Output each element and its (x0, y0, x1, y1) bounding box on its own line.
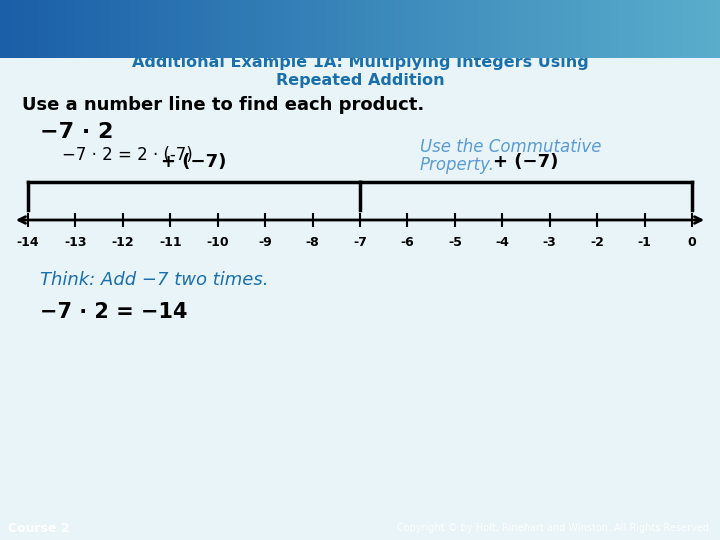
Text: -7: -7 (353, 236, 367, 249)
Text: -14: -14 (17, 236, 40, 249)
Text: + (−7): + (−7) (493, 153, 559, 171)
Text: Repeated Addition: Repeated Addition (276, 72, 444, 87)
Text: Think: Add −7 two times.: Think: Add −7 two times. (40, 271, 269, 289)
Circle shape (15, 7, 59, 51)
Text: −7 · 2 = 2 · (-7): −7 · 2 = 2 · (-7) (62, 146, 193, 164)
Text: 2-4: 2-4 (18, 19, 56, 39)
Text: Additional Example 1A: Multiplying Integers Using: Additional Example 1A: Multiplying Integ… (132, 55, 588, 70)
Text: -11: -11 (159, 236, 181, 249)
Text: + (−7): + (−7) (161, 153, 227, 171)
Text: -9: -9 (258, 236, 272, 249)
Text: Multiplying and Dividing Integers: Multiplying and Dividing Integers (68, 17, 541, 41)
Text: Use a number line to find each product.: Use a number line to find each product. (22, 96, 424, 114)
Text: -1: -1 (638, 236, 652, 249)
Text: 0: 0 (688, 236, 696, 249)
Text: Property.: Property. (420, 156, 495, 174)
Text: -10: -10 (207, 236, 229, 249)
Text: -13: -13 (64, 236, 86, 249)
Text: Course 2: Course 2 (8, 522, 70, 535)
Text: -4: -4 (495, 236, 509, 249)
Text: -6: -6 (400, 236, 414, 249)
Text: Copyright © by Holt, Rinehart and Winston. All Rights Reserved.: Copyright © by Holt, Rinehart and Winsto… (397, 523, 712, 533)
Text: -8: -8 (306, 236, 320, 249)
Text: Use the Commutative: Use the Commutative (420, 138, 601, 156)
Text: −7 · 2 = −14: −7 · 2 = −14 (40, 302, 187, 322)
Text: −7 · 2: −7 · 2 (40, 122, 113, 142)
Text: -3: -3 (543, 236, 557, 249)
Text: -2: -2 (590, 236, 604, 249)
Text: -12: -12 (112, 236, 134, 249)
Text: -5: -5 (448, 236, 462, 249)
